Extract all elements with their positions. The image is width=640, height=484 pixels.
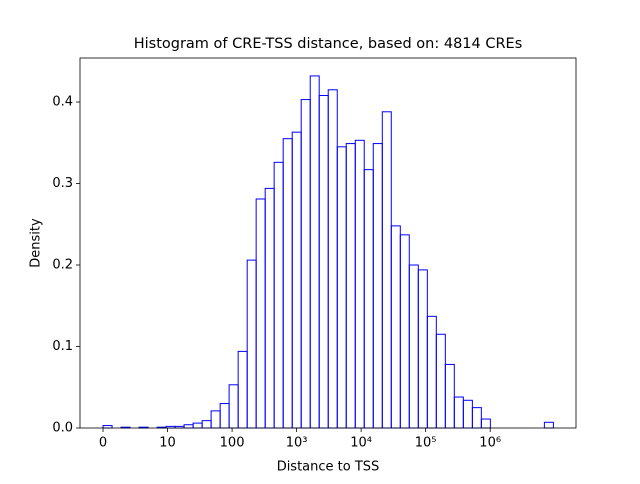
histogram-bar	[336, 146, 347, 429]
histogram-bar	[381, 111, 392, 429]
histogram-bar	[309, 75, 320, 429]
x-tick-label: 10⁴	[350, 436, 372, 451]
histogram-bar	[246, 259, 257, 429]
x-tick-label: 10³	[286, 436, 308, 451]
histogram-bar	[300, 99, 311, 429]
histogram-bar	[444, 363, 455, 429]
plot-frame	[79, 57, 577, 429]
y-tick-label: 0.1	[52, 339, 73, 354]
y-tick-label: 0.3	[52, 176, 73, 191]
y-tick-label: 0.4	[52, 95, 73, 110]
histogram-bar	[219, 403, 230, 429]
x-axis-label: Distance to TSS	[277, 460, 380, 475]
histogram-bar	[201, 420, 212, 429]
histogram-bar	[363, 169, 374, 429]
histogram-bar	[183, 424, 194, 429]
histogram-bar	[372, 143, 383, 429]
histogram-bar	[417, 269, 428, 429]
histogram-bar	[192, 422, 203, 429]
histogram-bar	[282, 138, 293, 429]
y-tick-label: 0.0	[52, 421, 73, 436]
histogram-bar	[228, 384, 239, 429]
y-tick-label: 0.2	[52, 258, 73, 273]
x-tick-label: 0	[99, 436, 107, 451]
histogram-bar	[453, 396, 464, 429]
x-tick-label: 100	[220, 436, 245, 451]
histogram-bar	[426, 315, 437, 429]
histogram-bar	[291, 131, 302, 429]
x-tick-label: 10⁵	[415, 436, 437, 451]
x-tick-label: 10⁶	[479, 436, 501, 451]
histogram-bar	[345, 143, 356, 429]
x-tick-label: 10	[159, 436, 176, 451]
histogram-bar	[210, 410, 221, 429]
histogram-bar	[354, 139, 365, 429]
histogram-bar	[390, 225, 401, 429]
histogram-bar	[543, 421, 554, 429]
histogram-bar	[255, 198, 266, 429]
y-axis-label: Density	[29, 218, 44, 268]
histogram-bar	[435, 333, 446, 429]
histogram-bar	[471, 407, 482, 429]
histogram-bar	[237, 350, 248, 429]
histogram-bar	[327, 89, 338, 429]
histogram-bar	[399, 234, 410, 429]
chart-title: Histogram of CRE-TSS distance, based on:…	[134, 36, 523, 52]
histogram-bar	[408, 264, 419, 429]
histogram-bar	[462, 399, 473, 429]
histogram-bar	[273, 161, 284, 429]
histogram-bar	[264, 187, 275, 429]
histogram-bar	[480, 418, 491, 429]
histogram-bar	[318, 94, 329, 429]
